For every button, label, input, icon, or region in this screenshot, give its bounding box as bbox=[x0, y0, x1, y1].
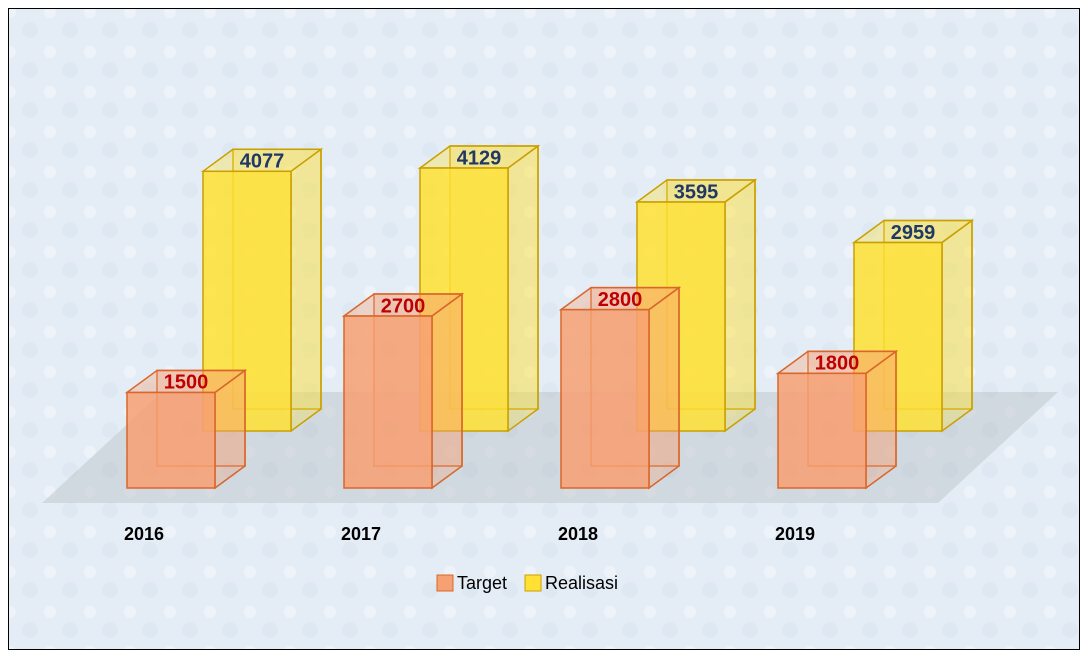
bar bbox=[634, 178, 758, 433]
bar bbox=[417, 144, 541, 433]
bar-front bbox=[853, 241, 943, 432]
legend-label: Realisasi bbox=[545, 573, 618, 593]
bar-front bbox=[126, 391, 216, 489]
bar-front bbox=[202, 170, 292, 432]
bar bbox=[341, 292, 465, 490]
bar-side bbox=[865, 349, 897, 490]
legend-label: Target bbox=[457, 573, 507, 593]
legend-swatch bbox=[436, 574, 454, 592]
value-label: 2800 bbox=[598, 289, 643, 311]
bar bbox=[851, 219, 975, 433]
bar-side bbox=[431, 292, 463, 490]
bar-side bbox=[648, 286, 680, 490]
bar-front bbox=[419, 167, 509, 432]
bar bbox=[558, 286, 682, 490]
value-label: 1800 bbox=[815, 353, 860, 375]
x-tick-label: 2018 bbox=[558, 524, 598, 544]
bar-side bbox=[507, 144, 539, 433]
bar bbox=[775, 349, 899, 490]
legend-swatch bbox=[524, 574, 542, 592]
bar-front bbox=[777, 372, 867, 489]
bar-front bbox=[560, 308, 650, 489]
bar bbox=[124, 368, 248, 490]
plot: 4077 4129 3595 2959 1500 2700 2800 1800 2016 2017… bbox=[124, 144, 975, 593]
value-label: 2700 bbox=[381, 295, 426, 317]
bar-side bbox=[290, 147, 322, 433]
value-label: 4129 bbox=[457, 147, 502, 169]
bar-side bbox=[724, 178, 756, 433]
bar-front bbox=[343, 315, 433, 489]
bar-front bbox=[636, 201, 726, 432]
value-label: 2959 bbox=[891, 222, 936, 244]
value-label: 4077 bbox=[240, 151, 285, 173]
bar bbox=[200, 147, 324, 433]
x-tick-label: 2019 bbox=[775, 524, 815, 544]
value-label: 1500 bbox=[164, 372, 209, 394]
x-tick-label: 2016 bbox=[124, 524, 164, 544]
bar-side bbox=[941, 219, 973, 433]
value-label: 3595 bbox=[674, 181, 719, 203]
x-tick-label: 2017 bbox=[341, 524, 381, 544]
